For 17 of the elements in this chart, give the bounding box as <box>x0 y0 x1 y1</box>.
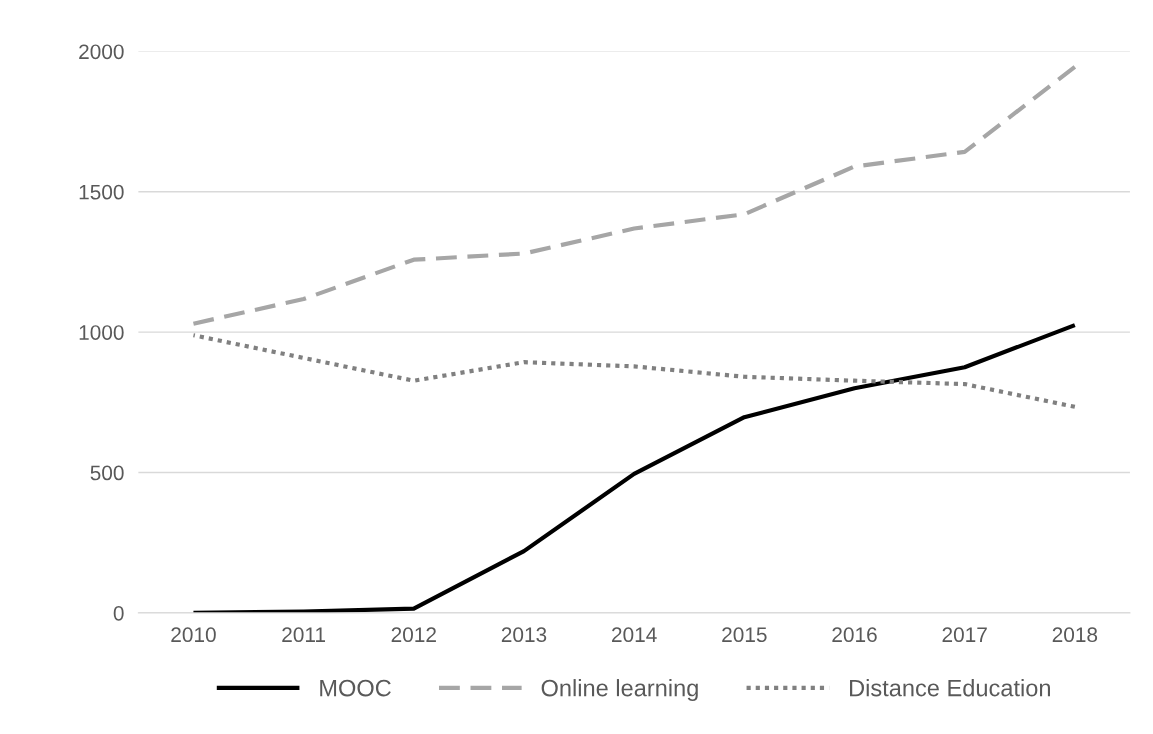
y-tick-label: 1000 <box>79 325 124 340</box>
legend-label: MOOC <box>320 679 391 697</box>
y-tick-label: 0 <box>113 605 124 621</box>
x-tick-label: 2018 <box>1052 627 1098 643</box>
x-tick-label: 2014 <box>612 627 657 643</box>
y-tick-label: 1500 <box>79 184 124 200</box>
y-tick-label: 500 <box>90 465 124 481</box>
legend-label: Distance Education <box>850 679 1050 697</box>
x-tick-label: 2017 <box>942 627 987 643</box>
x-tick-label: 2010 <box>171 627 216 643</box>
x-tick-label: 2015 <box>722 627 767 643</box>
y-tick-label: 2000 <box>79 44 124 60</box>
x-tick-label: 2012 <box>391 627 436 643</box>
x-tick-label: 2011 <box>282 627 326 643</box>
legend-label: Online learning <box>541 679 698 702</box>
x-tick-label: 2013 <box>501 627 547 643</box>
x-tick-label: 2016 <box>832 627 877 643</box>
